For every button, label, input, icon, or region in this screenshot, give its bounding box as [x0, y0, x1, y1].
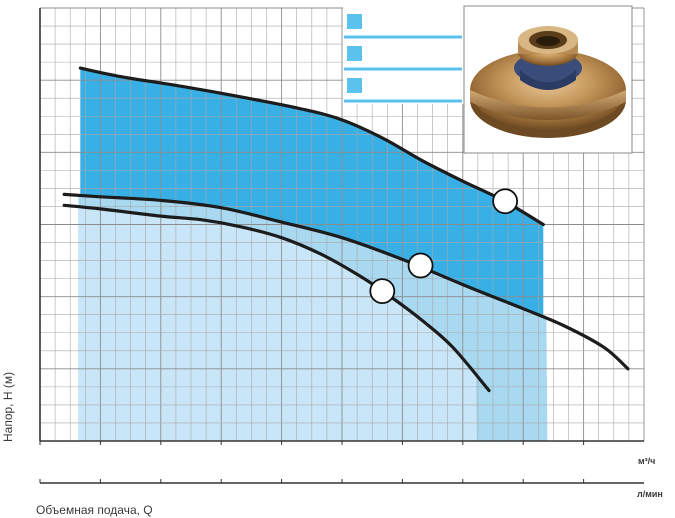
legend-swatch	[347, 14, 362, 29]
operating-zone-1	[78, 206, 477, 441]
x-tick-labels-lmin	[39, 479, 585, 483]
curve-marker-circle	[369, 278, 396, 305]
legend-item-3	[344, 78, 462, 103]
curve-marker-3	[492, 188, 519, 215]
curve-marker-circle	[492, 188, 519, 215]
legend-item-2	[344, 46, 462, 71]
curve-2	[62, 192, 630, 371]
curve-marker-circle	[407, 252, 434, 279]
curve-marker-1	[369, 278, 396, 305]
curve-marker-2	[407, 252, 434, 279]
x-unit-secondary: л/мин	[637, 489, 663, 499]
legend-swatch	[347, 78, 362, 93]
curve-1	[62, 203, 491, 393]
y-axis-title: Напор, H (м)	[1, 372, 15, 442]
curve-3	[78, 66, 545, 227]
legend-item-1	[344, 14, 462, 39]
legend-swatch	[347, 46, 362, 61]
impeller-image	[463, 5, 633, 154]
x-unit-primary: м³/ч	[638, 456, 655, 466]
performance-curves	[62, 66, 630, 393]
x-axis-title: Объемная подача, Q	[36, 503, 153, 517]
curve-markers	[369, 188, 519, 305]
x-tick-labels-m3h	[39, 441, 585, 445]
legend-background	[343, 6, 464, 104]
legend	[343, 6, 464, 104]
